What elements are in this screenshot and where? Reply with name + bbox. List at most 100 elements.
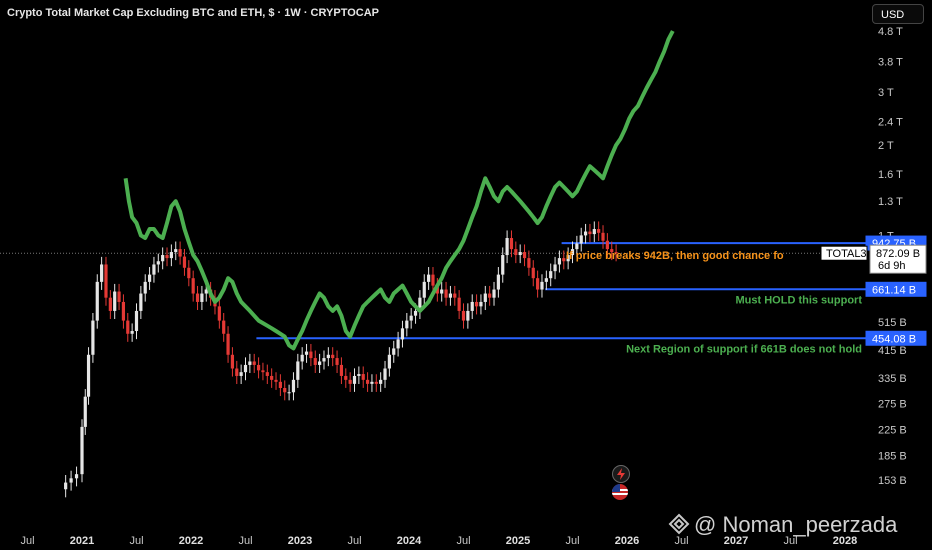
candle [174, 249, 178, 253]
currency-button[interactable]: USD [872, 4, 924, 24]
support-annotation: Must HOLD this support [736, 294, 863, 306]
candle [222, 320, 226, 334]
candle [597, 229, 601, 233]
candle [83, 396, 87, 427]
candle [527, 258, 531, 268]
candle [344, 375, 348, 380]
candle [422, 281, 426, 298]
candle [379, 379, 383, 384]
candle [248, 361, 252, 365]
countdown-tag: 6d 9h [878, 260, 906, 272]
candle [549, 271, 553, 279]
candle [374, 381, 378, 384]
candle [522, 252, 527, 259]
y-tick-label: 335 B [878, 373, 907, 385]
candle [557, 258, 562, 265]
us-flag-icon[interactable] [612, 484, 628, 500]
candle [134, 310, 139, 332]
candle [483, 293, 487, 302]
x-tick-label: 2027 [724, 535, 748, 547]
candle [182, 256, 187, 268]
candle [413, 310, 418, 316]
y-tick-label: 185 B [878, 450, 907, 462]
candle [570, 249, 575, 256]
candle [104, 264, 108, 298]
candle [256, 364, 261, 371]
candle [200, 293, 204, 302]
candle [204, 289, 208, 294]
candle [230, 354, 235, 369]
candle [544, 278, 548, 282]
level-454-tag: 454.08 B [872, 333, 916, 345]
candle [318, 361, 322, 365]
candle [501, 255, 505, 275]
candle [396, 339, 400, 349]
candle [400, 328, 405, 340]
x-tick-label: 2026 [615, 535, 639, 547]
level-661-tag: 661.14 B [872, 284, 916, 296]
level-454-tag-bg [865, 330, 927, 346]
lightning-icon[interactable] [612, 465, 630, 483]
candle [514, 249, 518, 256]
candle [444, 289, 448, 298]
candle [365, 379, 370, 384]
candle [461, 310, 466, 321]
candle [226, 333, 230, 355]
candle [86, 354, 91, 397]
x-tick-label: Jul [129, 535, 143, 547]
candle [610, 249, 614, 253]
candle [239, 372, 243, 376]
candle [392, 348, 396, 355]
candle [326, 354, 330, 359]
candle [583, 231, 588, 236]
candle [156, 261, 160, 265]
y-tick-label: 3 T [878, 87, 894, 99]
candle [540, 281, 544, 290]
y-tick-label: 2.4 T [878, 116, 903, 128]
x-tick-label: 2025 [506, 535, 530, 547]
candle [474, 301, 479, 307]
candle [575, 243, 579, 250]
y-tick-label: 1.3 T [878, 196, 903, 208]
candle [252, 361, 256, 365]
candle [322, 358, 326, 362]
candle [562, 258, 566, 262]
candle [95, 281, 99, 321]
candle [601, 232, 605, 241]
candle [431, 274, 435, 286]
y-tick-label: 4.8 T [878, 26, 903, 38]
y-tick-label: 225 B [878, 425, 907, 437]
candle [195, 293, 200, 302]
x-tick-label: Jul [456, 535, 470, 547]
candle [614, 252, 618, 254]
candle [592, 229, 596, 235]
candle [427, 274, 431, 282]
candle [143, 281, 147, 294]
candle [91, 320, 95, 355]
candle [261, 370, 265, 373]
candle [518, 252, 522, 256]
x-tick-label: Jul [20, 535, 34, 547]
candle [304, 351, 309, 355]
candle [235, 368, 239, 376]
candle [283, 387, 287, 393]
watermark-text: @ Noman_peerzada [694, 512, 898, 537]
candle [313, 358, 317, 365]
next-support-annotation: Next Region of support if 661B does not … [626, 343, 862, 355]
candle [457, 297, 461, 311]
x-tick-label: Jul [565, 535, 579, 547]
candle [126, 320, 130, 334]
candle [74, 474, 79, 479]
candle [217, 306, 221, 321]
candle [165, 255, 169, 259]
candle [64, 482, 68, 490]
candle [80, 426, 84, 475]
x-tick-label: 2023 [288, 535, 312, 547]
candle [361, 374, 365, 380]
candle [100, 264, 104, 282]
candle [309, 351, 313, 359]
y-tick-label: 515 B [878, 317, 907, 329]
candle [488, 293, 492, 298]
x-tick-label: Jul [238, 535, 252, 547]
